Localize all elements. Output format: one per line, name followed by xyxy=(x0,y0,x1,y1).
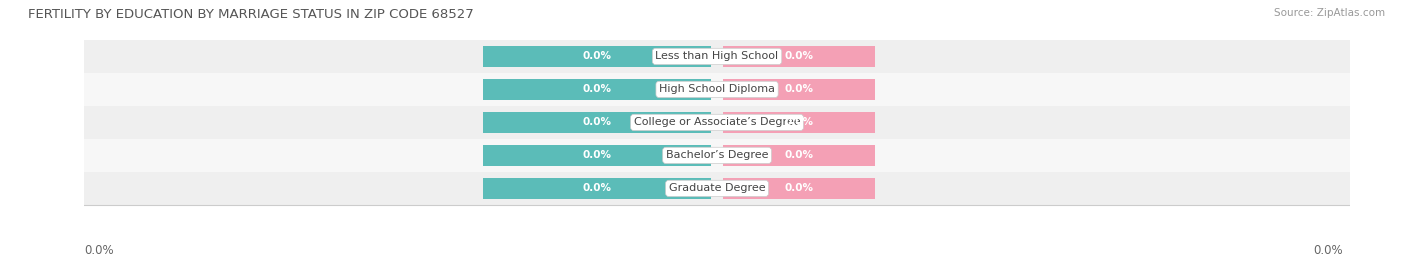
Bar xyxy=(84,73,1350,106)
Text: 0.0%: 0.0% xyxy=(84,244,114,257)
Bar xyxy=(724,79,876,100)
Bar xyxy=(724,112,876,133)
Bar xyxy=(724,145,876,166)
Text: 0.0%: 0.0% xyxy=(582,117,612,128)
Text: College or Associate’s Degree: College or Associate’s Degree xyxy=(634,117,800,128)
Text: High School Diploma: High School Diploma xyxy=(659,84,775,94)
Text: 0.0%: 0.0% xyxy=(785,150,814,160)
Text: 0.0%: 0.0% xyxy=(785,117,814,128)
Bar xyxy=(84,40,1350,73)
Text: 0.0%: 0.0% xyxy=(1313,244,1343,257)
Bar xyxy=(484,178,711,199)
Bar xyxy=(484,46,711,67)
Text: 0.0%: 0.0% xyxy=(785,51,814,61)
Text: Less than High School: Less than High School xyxy=(655,51,779,61)
Bar xyxy=(484,112,711,133)
Text: 0.0%: 0.0% xyxy=(785,84,814,94)
Bar xyxy=(724,46,876,67)
Text: 0.0%: 0.0% xyxy=(785,183,814,193)
Text: 0.0%: 0.0% xyxy=(582,183,612,193)
Bar xyxy=(84,139,1350,172)
Text: Graduate Degree: Graduate Degree xyxy=(669,183,765,193)
Text: Bachelor’s Degree: Bachelor’s Degree xyxy=(666,150,768,160)
Text: 0.0%: 0.0% xyxy=(582,51,612,61)
Bar xyxy=(484,145,711,166)
Bar xyxy=(724,178,876,199)
Bar xyxy=(84,106,1350,139)
Text: Source: ZipAtlas.com: Source: ZipAtlas.com xyxy=(1274,8,1385,18)
Text: FERTILITY BY EDUCATION BY MARRIAGE STATUS IN ZIP CODE 68527: FERTILITY BY EDUCATION BY MARRIAGE STATU… xyxy=(28,8,474,21)
Bar xyxy=(484,79,711,100)
Text: 0.0%: 0.0% xyxy=(582,84,612,94)
Text: 0.0%: 0.0% xyxy=(582,150,612,160)
Bar xyxy=(84,172,1350,205)
